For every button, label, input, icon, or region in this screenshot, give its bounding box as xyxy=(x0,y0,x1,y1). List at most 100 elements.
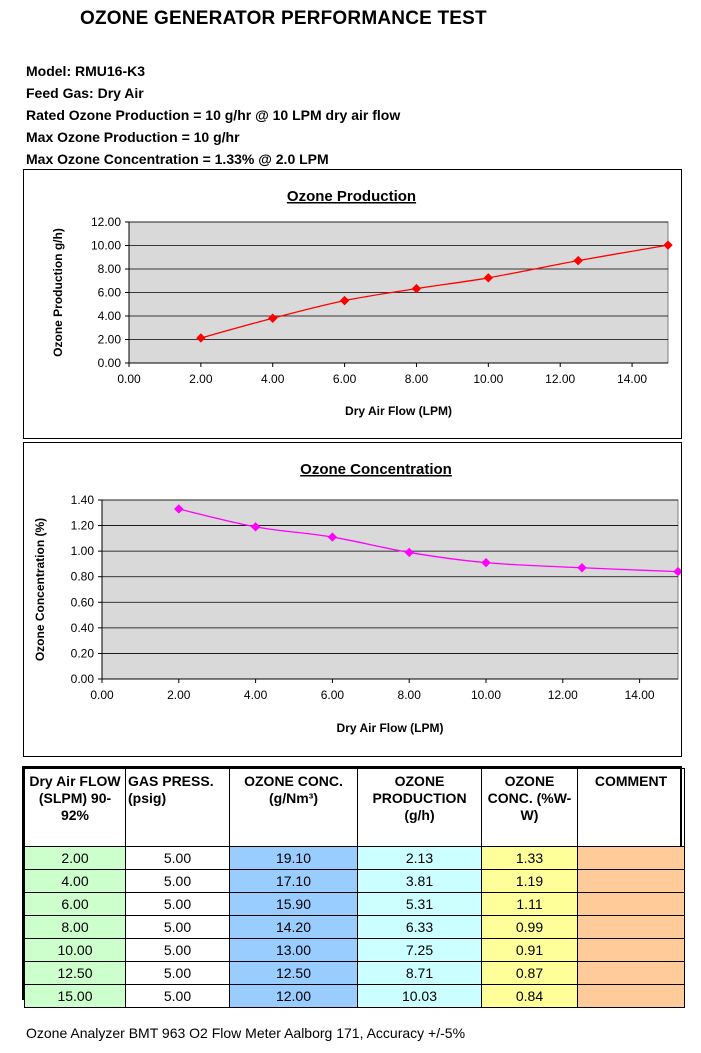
data-point xyxy=(577,563,587,573)
x-tick-label: 14.00 xyxy=(617,372,647,386)
data-point xyxy=(196,333,206,343)
y-tick-label: 6.00 xyxy=(98,286,122,300)
x-tick-label: 6.00 xyxy=(333,372,357,386)
data-point xyxy=(483,273,494,283)
data-point xyxy=(663,240,673,250)
y-tick-label: 0.60 xyxy=(71,595,95,609)
cell-prod: 7.25 xyxy=(357,938,482,962)
table-row: 12.50 5.00 12.50 8.71 0.87 xyxy=(24,961,685,985)
cell-pct: 1.11 xyxy=(481,892,578,916)
cell-conc: 14.20 xyxy=(229,915,358,939)
cell-pct: 1.33 xyxy=(481,846,578,870)
data-point xyxy=(250,522,261,532)
cell-flow: 12.50 xyxy=(24,961,126,985)
x-tick-label: 0.00 xyxy=(90,688,114,702)
spec-rated-production: Rated Ozone Production = 10 g/hr @ 10 LP… xyxy=(26,107,401,123)
cell-comment xyxy=(577,938,685,962)
y-axis-label: Ozone Concentration (%) xyxy=(33,518,47,661)
data-point xyxy=(174,504,184,514)
cell-flow: 2.00 xyxy=(24,846,126,870)
results-table-frame: Dry Air FLOW (SLPM) 90-92% GAS PRESS. (p… xyxy=(22,766,685,1008)
data-point xyxy=(404,547,414,558)
data-point xyxy=(327,532,338,542)
x-tick-label: 10.00 xyxy=(471,688,501,702)
y-tick-label: 12.00 xyxy=(91,215,121,229)
page-title: OZONE GENERATOR PERFORMANCE TEST xyxy=(80,8,487,29)
header-ozone-conc-pct: OZONE CONC. (%W-W) xyxy=(481,768,578,847)
y-tick-label: 0.00 xyxy=(71,672,95,686)
data-point xyxy=(339,295,350,306)
table-header-row: Dry Air FLOW (SLPM) 90-92% GAS PRESS. (p… xyxy=(24,768,685,847)
production-chart: Ozone Production 0.00 2.00 4.00 6.00 8.00 10.0… xyxy=(51,188,673,418)
x-tick-label: 10.00 xyxy=(473,372,503,386)
cell-prod: 8.71 xyxy=(357,961,482,985)
x-axis-label: Dry Air Flow (LPM) xyxy=(345,404,452,418)
cell-prod: 2.13 xyxy=(357,846,482,870)
x-tick-label: 2.00 xyxy=(167,688,191,702)
y-tick-label: 4.00 xyxy=(98,309,122,323)
cell-press: 5.00 xyxy=(125,892,230,916)
chart-title: Ozone Concentration xyxy=(300,461,452,478)
y-tick-label: 8.00 xyxy=(98,262,122,276)
x-tick-label: 12.00 xyxy=(545,372,575,386)
table-row: 2.00 5.00 19.10 2.13 1.33 xyxy=(24,846,685,870)
cell-press: 5.00 xyxy=(125,846,230,870)
cell-conc: 19.10 xyxy=(229,846,358,870)
y-tick-label: 1.00 xyxy=(71,544,95,558)
cell-flow: 8.00 xyxy=(24,915,126,939)
cell-prod: 3.81 xyxy=(357,869,482,893)
x-tick-label: 14.00 xyxy=(625,688,655,702)
cell-comment xyxy=(577,846,685,870)
cell-flow: 15.00 xyxy=(24,984,126,1008)
y-tick-label: 2.00 xyxy=(98,333,122,347)
cell-flow: 10.00 xyxy=(24,938,126,962)
x-axis-label: Dry Air Flow (LPM) xyxy=(337,721,444,735)
header-flow: Dry Air FLOW (SLPM) 90-92% xyxy=(24,768,126,847)
cell-conc: 12.50 xyxy=(229,961,358,985)
table-row: 15.00 5.00 12.00 10.03 0.84 xyxy=(24,984,685,1008)
concentration-chart: Ozone Concentration 0.00 0.20 0.40 0.60 0.80 1… xyxy=(33,461,683,735)
cell-conc: 13.00 xyxy=(229,938,358,962)
cell-pct: 0.87 xyxy=(481,961,578,985)
header-ozone-production: OZONE PRODUCTION (g/h) xyxy=(357,768,482,847)
cell-press: 5.00 xyxy=(125,938,230,962)
cell-press: 5.00 xyxy=(125,869,230,893)
spec-list: Model: RMU16-K3 Feed Gas: Dry Air Rated … xyxy=(26,60,400,170)
x-tick-label: 4.00 xyxy=(244,688,268,702)
cell-press: 5.00 xyxy=(125,984,230,1008)
cell-prod: 6.33 xyxy=(357,915,482,939)
footer-note: Ozone Analyzer BMT 963 O2 Flow Meter Aal… xyxy=(26,1025,466,1041)
x-tick-label: 0.00 xyxy=(117,372,141,386)
cell-conc: 12.00 xyxy=(229,984,358,1008)
x-tick-label: 12.00 xyxy=(548,688,578,702)
x-tick-label: 4.00 xyxy=(261,372,285,386)
y-tick-label: 0.80 xyxy=(71,570,95,584)
spec-feed-gas: Feed Gas: Dry Air xyxy=(26,85,144,101)
cell-pct: 1.19 xyxy=(481,869,578,893)
table-row: 8.00 5.00 14.20 6.33 0.99 xyxy=(24,915,685,939)
data-point xyxy=(573,255,583,266)
cell-pct: 0.84 xyxy=(481,984,578,1008)
y-tick-label: 0.00 xyxy=(98,356,122,370)
y-axis-label: Ozone Production g/h) xyxy=(51,228,65,357)
cell-prod: 5.31 xyxy=(357,892,482,916)
table-row: 6.00 5.00 15.90 5.31 1.11 xyxy=(24,892,685,916)
y-tick-label: 0.40 xyxy=(71,621,95,635)
y-tick-label: 10.00 xyxy=(91,239,121,253)
cell-comment xyxy=(577,915,685,939)
cell-press: 5.00 xyxy=(125,915,230,939)
spec-max-production: Max Ozone Production = 10 g/hr xyxy=(26,129,240,145)
data-point xyxy=(411,283,422,294)
header-gas-pressure: GAS PRESS. (psig) xyxy=(125,768,230,847)
cell-conc: 17.10 xyxy=(229,869,358,893)
production-chart-frame: Ozone Production 0.00 2.00 4.00 6.00 8.00 10.0… xyxy=(23,169,682,439)
spec-model: Model: RMU16-K3 xyxy=(26,63,146,79)
cell-pct: 0.99 xyxy=(481,915,578,939)
header-comment: COMMENT xyxy=(577,768,685,847)
data-point xyxy=(268,313,278,323)
x-tick-label: 8.00 xyxy=(398,688,422,702)
y-tick-label: 0.20 xyxy=(71,646,95,660)
cell-flow: 4.00 xyxy=(24,869,126,893)
cell-flow: 6.00 xyxy=(24,892,126,916)
x-tick-label: 6.00 xyxy=(321,688,345,702)
